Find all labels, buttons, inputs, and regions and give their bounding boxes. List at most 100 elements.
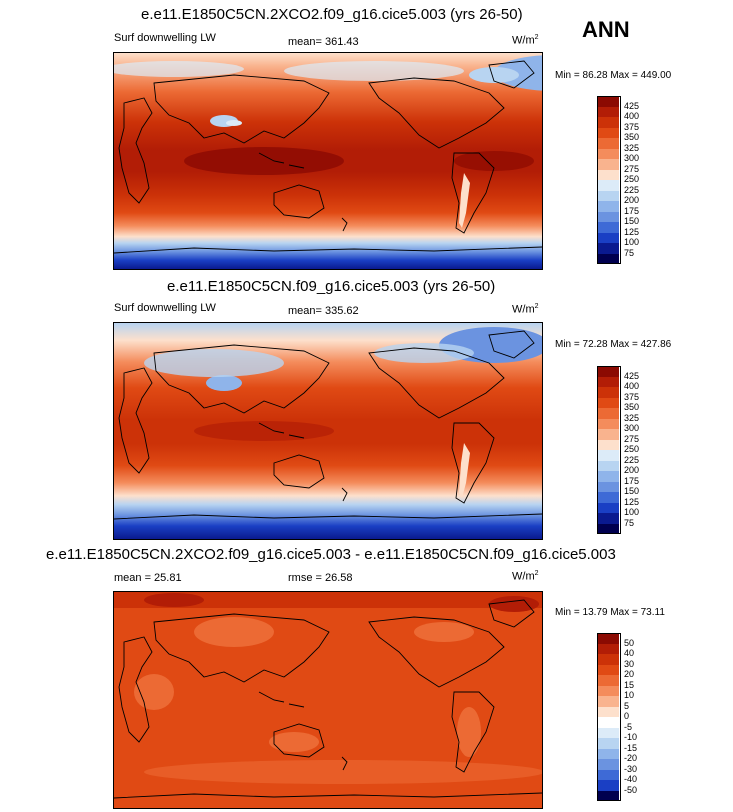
colorbar-swatch <box>597 96 619 107</box>
colorbar-swatch <box>597 232 619 243</box>
panel1-map <box>113 52 543 270</box>
panel1-map-field <box>114 53 542 269</box>
colorbar-swatch <box>597 366 619 377</box>
colorbar-label: 0 <box>624 711 630 721</box>
colorbar-label: -30 <box>624 763 638 774</box>
colorbar-swatch <box>597 253 619 264</box>
colorbar-label: 300 <box>624 153 640 163</box>
colorbar-swatch <box>597 439 619 450</box>
colorbar-swatch <box>597 201 619 212</box>
colorbar-swatch <box>597 106 619 117</box>
colorbar-label: 10 <box>624 690 635 700</box>
colorbar-swatch <box>597 159 619 170</box>
colorbar-frame <box>597 96 621 264</box>
colorbar-swatch <box>597 460 619 471</box>
colorbar-label: 200 <box>624 195 640 205</box>
colorbar-label: 125 <box>624 226 640 237</box>
panel3-units: W/m2 <box>512 570 539 583</box>
panel2-minmax: Min = 72.28 Max = 427.86 <box>555 339 672 350</box>
colorbar-swatch <box>597 513 619 524</box>
colorbar-label: -50 <box>624 784 638 795</box>
colorbar-swatch <box>597 117 619 128</box>
colorbar-swatch <box>597 450 619 461</box>
colorbar-label: 250 <box>624 174 640 184</box>
colorbar-swatch <box>597 243 619 254</box>
colorbar-swatch <box>597 502 619 513</box>
colorbar-swatch <box>597 769 619 780</box>
colorbar-swatch <box>597 387 619 398</box>
colorbar-swatch <box>597 633 619 644</box>
panel1-title: e.e11.E1850C5CN.2XCO2.f09_g16.cice5.003 … <box>141 6 523 23</box>
colorbar-label: 75 <box>624 247 635 258</box>
colorbar-swatch <box>597 717 619 728</box>
colorbar-label: 350 <box>624 402 640 412</box>
panel1-units: W/m2 <box>512 34 539 47</box>
colorbar-swatch <box>597 180 619 191</box>
colorbar-label: 400 <box>624 111 640 121</box>
colorbar-swatch <box>597 675 619 686</box>
panel3-map <box>113 591 543 809</box>
colorbar-label: 40 <box>624 648 635 658</box>
colorbar-label: 325 <box>624 142 640 153</box>
colorbar-label: -40 <box>624 774 638 784</box>
colorbar-label: 50 <box>624 637 635 648</box>
colorbar-swatch <box>597 738 619 749</box>
panel1-mean: mean= 361.43 <box>288 36 359 48</box>
colorbar-swatch <box>597 127 619 138</box>
colorbar-label: 125 <box>624 496 640 507</box>
colorbar-swatch <box>597 169 619 180</box>
colorbar-label: 100 <box>624 237 640 247</box>
colorbar-label: 150 <box>624 216 640 226</box>
panel3-title: e.e11.E1850C5CN.2XCO2.f09_g16.cice5.003 … <box>46 546 616 563</box>
panel2-title: e.e11.E1850C5CN.f09_g16.cice5.003 (yrs 2… <box>167 278 496 295</box>
panel3-minmax: Min = 13.79 Max = 73.11 <box>555 607 665 618</box>
colorbar-swatch <box>597 759 619 770</box>
colorbar-swatch <box>597 481 619 492</box>
panel3-colorbar: 50 40 30 20 15 10 5 0 -5 -10 -15 -20 -30 -40 -50 <box>597 633 637 801</box>
colorbar-swatch <box>597 418 619 429</box>
colorbar-swatch <box>597 211 619 222</box>
colorbar-label: 20 <box>624 669 635 679</box>
panel2-variable: Surf downwelling LW <box>114 302 216 314</box>
colorbar-label: 375 <box>624 391 640 402</box>
colorbar-swatch <box>597 471 619 482</box>
colorbar-label: 275 <box>624 163 640 174</box>
colorbar-label: 75 <box>624 517 635 528</box>
panel2-units: W/m2 <box>512 303 539 316</box>
panel2-map-field <box>114 323 542 539</box>
panel3-rmse: rmse = 26.58 <box>288 572 353 584</box>
colorbar-swatch <box>597 706 619 717</box>
colorbar-label: 400 <box>624 381 640 391</box>
colorbar-swatch <box>597 397 619 408</box>
colorbar-label: 5 <box>624 700 630 711</box>
panel2-mean: mean= 335.62 <box>288 305 359 317</box>
colorbar-label: 30 <box>624 658 635 669</box>
colorbar-label: 325 <box>624 412 640 423</box>
colorbar-frame <box>597 633 621 801</box>
panel2-map <box>113 322 543 540</box>
colorbar-swatch <box>597 408 619 419</box>
panel3-map-field <box>114 592 542 808</box>
colorbar-label: 150 <box>624 486 640 496</box>
colorbar-frame <box>597 366 621 534</box>
colorbar-swatch <box>597 148 619 159</box>
colorbar-label: 275 <box>624 433 640 444</box>
colorbar-label: 350 <box>624 132 640 142</box>
colorbar-swatch <box>597 429 619 440</box>
panel1-colorbar: 425 400 375 350 325 300 275 250 225 200 175 150 125 1… <box>597 96 639 264</box>
colorbar-swatch <box>597 523 619 534</box>
colorbar-swatch <box>597 790 619 801</box>
colorbar-label: -15 <box>624 742 638 753</box>
panel1-minmax: Min = 86.28 Max = 449.00 <box>555 70 672 81</box>
colorbar-swatch <box>597 492 619 503</box>
panel1-variable: Surf downwelling LW <box>114 32 216 44</box>
colorbar-label: -10 <box>624 732 638 742</box>
panel2-colorbar: 425 400 375 350 325 300 275 250 225 200 175 150 125 1… <box>597 366 639 534</box>
colorbar-label: 175 <box>624 205 640 216</box>
colorbar-swatch <box>597 727 619 738</box>
colorbar-label: 175 <box>624 475 640 486</box>
colorbar-label: 225 <box>624 184 640 195</box>
colorbar-label: 425 <box>624 100 640 111</box>
colorbar-label: -20 <box>624 753 638 763</box>
colorbar-label: 425 <box>624 370 640 381</box>
